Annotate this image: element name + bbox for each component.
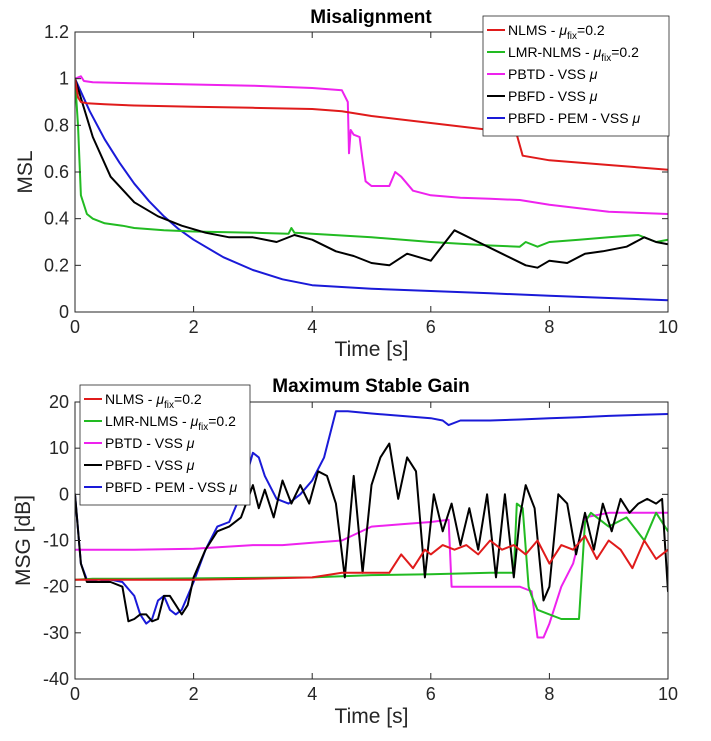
y-tick-label: -20: [43, 577, 69, 597]
legend-entry-2: PBTD - VSS μ: [508, 66, 598, 82]
series-line-0: [75, 77, 668, 171]
x-tick-label: 8: [544, 317, 554, 337]
x-axis-label: Time [s]: [335, 338, 409, 361]
y-tick-label: 0: [59, 484, 69, 504]
y-tick-label: -30: [43, 623, 69, 643]
series-line-0: [75, 534, 668, 581]
y-axis-label: MSL: [14, 150, 37, 193]
y-tick-label: 0: [59, 302, 69, 322]
legend-text: PBTD - VSS: [508, 66, 590, 82]
legend-text-suffix: =0.2: [611, 44, 639, 60]
series-group: [75, 75, 668, 302]
legend-subscript: fix: [164, 400, 174, 411]
legend-text: PBTD - VSS: [105, 435, 187, 451]
legend-mu: μ: [186, 457, 195, 473]
legend-text-suffix: =0.2: [208, 413, 236, 429]
series-line-4: [75, 77, 668, 302]
x-tick-label: 4: [307, 317, 317, 337]
series-group: [75, 410, 668, 639]
chart-0: 0 2 4 6 8 10 0 0.2 0.4 0.6 0.8 1 1.2 Misalignment Time…: [14, 7, 678, 361]
legend-mu: μ: [593, 44, 602, 60]
legend-mu: μ: [589, 66, 598, 82]
y-axis-label: MSG [dB]: [12, 495, 35, 586]
legend-text-suffix: =0.2: [174, 391, 202, 407]
legend-text: PBFD - PEM - VSS: [105, 479, 229, 495]
legend-subscript: fix: [601, 53, 611, 64]
y-tick-label: 1: [59, 69, 69, 89]
legend-text: LMR-NLMS -: [508, 44, 594, 60]
legend-entry-1: LMR-NLMS - μfix=0.2: [105, 413, 236, 433]
x-tick-label: 2: [189, 317, 199, 337]
x-tick-label: 8: [544, 684, 554, 704]
legend-mu: μ: [631, 110, 640, 126]
legend-entry-4: PBFD - PEM - VSS μ: [105, 479, 237, 495]
legend-subscript: fix: [198, 422, 208, 433]
legend-text: NLMS -: [508, 22, 559, 38]
x-tick-label: 2: [189, 684, 199, 704]
legend-mu: μ: [155, 391, 164, 407]
chart-title: Maximum Stable Gain: [272, 376, 469, 397]
legend-entry-2: PBTD - VSS μ: [105, 435, 195, 451]
series-line-2: [75, 511, 668, 639]
legend-entry-3: PBFD - VSS μ: [508, 88, 598, 104]
y-tick-label: 0.2: [44, 255, 69, 275]
legend-text: PBFD - VSS: [508, 88, 590, 104]
legend-text: PBFD - VSS: [105, 457, 187, 473]
y-tick-label: 0.4: [44, 209, 69, 229]
legend-entry-3: PBFD - VSS μ: [105, 457, 195, 473]
x-tick-label: 6: [426, 684, 436, 704]
legend-entry-0: NLMS - μfix=0.2: [105, 391, 202, 411]
x-axis-label: Time [s]: [335, 705, 409, 728]
legend-text: LMR-NLMS -: [105, 413, 191, 429]
x-tick-label: 4: [307, 684, 317, 704]
chart-title: Misalignment: [310, 7, 432, 28]
legend-entry-0: NLMS - μfix=0.2: [508, 22, 605, 42]
y-tick-label: 0.8: [44, 115, 69, 135]
legend-subscript: fix: [567, 31, 577, 42]
legend-mu: μ: [228, 479, 237, 495]
legend-text-suffix: =0.2: [577, 22, 605, 38]
x-tick-label: 10: [658, 684, 678, 704]
series-line-1: [75, 502, 668, 620]
x-tick-label: 6: [426, 317, 436, 337]
y-tick-label: 1.2: [44, 22, 69, 42]
series-line-3: [75, 77, 668, 269]
series-line-3: [75, 442, 668, 623]
y-tick-label: 0.6: [44, 162, 69, 182]
y-tick-label: 20: [49, 392, 69, 412]
y-tick-label: -10: [43, 531, 69, 551]
legend-mu: μ: [190, 413, 199, 429]
x-tick-label: 0: [70, 317, 80, 337]
legend-box: [79, 384, 251, 506]
legend-entry-4: PBFD - PEM - VSS μ: [508, 110, 640, 126]
x-tick-label: 10: [658, 317, 678, 337]
legend-text: NLMS -: [105, 391, 156, 407]
series-line-2: [75, 75, 668, 215]
legend-box: [482, 15, 670, 137]
x-tick-label: 0: [70, 684, 80, 704]
series-line-1: [75, 77, 668, 248]
chart-1: 0 2 4 6 8 10 -40 -30 -20 -10 0 10 20 Maximum Stable G…: [12, 376, 678, 728]
series-line-4: [75, 410, 668, 625]
legend-mu: μ: [558, 22, 567, 38]
legend-text: PBFD - PEM - VSS: [508, 110, 632, 126]
y-tick-label: 10: [49, 438, 69, 458]
legend-mu: μ: [186, 435, 195, 451]
legend-entry-1: LMR-NLMS - μfix=0.2: [508, 44, 639, 64]
legend-mu: μ: [589, 88, 598, 104]
y-tick-label: -40: [43, 669, 69, 689]
